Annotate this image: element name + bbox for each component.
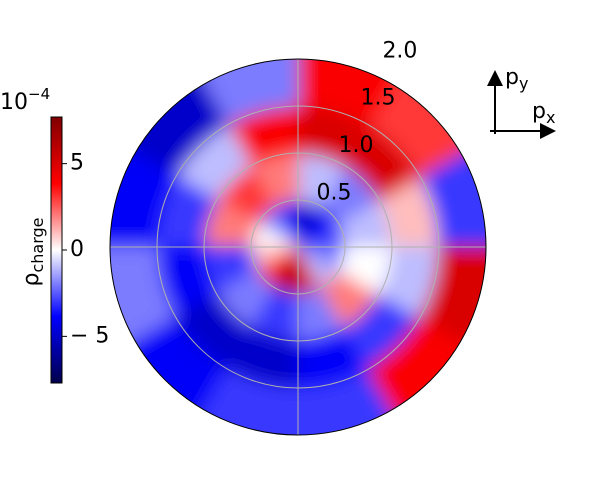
colorbar-tick-label: 0 bbox=[70, 237, 84, 262]
colorbar-tick-label: − 5 bbox=[70, 323, 109, 348]
polar-frame bbox=[109, 58, 487, 436]
py-subscript: y bbox=[519, 74, 528, 93]
offset-exponent: −4 bbox=[28, 85, 50, 103]
offset-label: 10−4 bbox=[0, 85, 50, 116]
heatmap bbox=[110, 59, 486, 435]
r-tick-label: 0.5 bbox=[316, 181, 351, 206]
px-symbol: p bbox=[532, 99, 546, 124]
px-label: px bbox=[532, 99, 555, 127]
px-subscript: x bbox=[546, 108, 555, 127]
r-tick-label: 1.0 bbox=[338, 133, 373, 158]
colorbar-label: ρcharge bbox=[19, 217, 47, 286]
colorbar-subscript: charge bbox=[28, 217, 47, 272]
py-label: py bbox=[505, 65, 528, 93]
r-tick-label: 2.0 bbox=[382, 38, 417, 63]
colorbar-symbol: ρ bbox=[19, 273, 44, 287]
colorbar bbox=[50, 116, 63, 384]
offset-base: 10 bbox=[0, 90, 28, 115]
colorbar-tick-label: 5 bbox=[70, 151, 84, 176]
py-symbol: p bbox=[505, 65, 519, 90]
r-tick-label: 1.5 bbox=[360, 86, 395, 111]
